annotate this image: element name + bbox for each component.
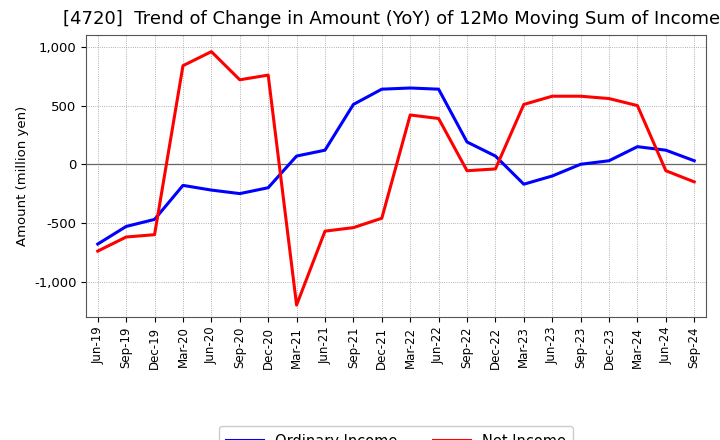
Ordinary Income <box>662 147 670 153</box>
Ordinary Income <box>122 224 130 229</box>
Net Income <box>662 168 670 173</box>
Ordinary Income <box>150 217 159 222</box>
Net Income <box>520 102 528 107</box>
Ordinary Income <box>264 185 272 191</box>
Net Income <box>292 302 301 308</box>
Ordinary Income <box>349 102 358 107</box>
Ordinary Income <box>377 87 386 92</box>
Ordinary Income <box>633 144 642 149</box>
Net Income <box>605 96 613 101</box>
Net Income <box>690 179 698 184</box>
Ordinary Income <box>605 158 613 163</box>
Ordinary Income <box>320 147 329 153</box>
Line: Ordinary Income: Ordinary Income <box>98 88 694 244</box>
Net Income <box>179 63 187 68</box>
Ordinary Income <box>179 183 187 188</box>
Net Income <box>434 116 443 121</box>
Ordinary Income <box>548 173 557 179</box>
Net Income <box>122 235 130 240</box>
Legend: Ordinary Income, Net Income: Ordinary Income, Net Income <box>219 426 573 440</box>
Ordinary Income <box>491 154 500 159</box>
Y-axis label: Amount (million yen): Amount (million yen) <box>16 106 29 246</box>
Net Income <box>633 103 642 108</box>
Ordinary Income <box>292 154 301 159</box>
Ordinary Income <box>690 158 698 163</box>
Ordinary Income <box>406 85 415 91</box>
Net Income <box>320 228 329 234</box>
Net Income <box>235 77 244 82</box>
Net Income <box>463 168 472 173</box>
Net Income <box>576 94 585 99</box>
Title: [4720]  Trend of Change in Amount (YoY) of 12Mo Moving Sum of Incomes: [4720] Trend of Change in Amount (YoY) o… <box>63 10 720 28</box>
Ordinary Income <box>207 187 216 193</box>
Net Income <box>377 216 386 221</box>
Net Income <box>406 112 415 117</box>
Net Income <box>264 73 272 78</box>
Net Income <box>491 166 500 172</box>
Ordinary Income <box>463 139 472 145</box>
Net Income <box>207 49 216 54</box>
Ordinary Income <box>576 161 585 167</box>
Net Income <box>349 225 358 230</box>
Net Income <box>150 232 159 237</box>
Net Income <box>548 94 557 99</box>
Ordinary Income <box>434 87 443 92</box>
Ordinary Income <box>520 182 528 187</box>
Ordinary Income <box>235 191 244 196</box>
Line: Net Income: Net Income <box>98 51 694 305</box>
Ordinary Income <box>94 242 102 247</box>
Net Income <box>94 249 102 254</box>
